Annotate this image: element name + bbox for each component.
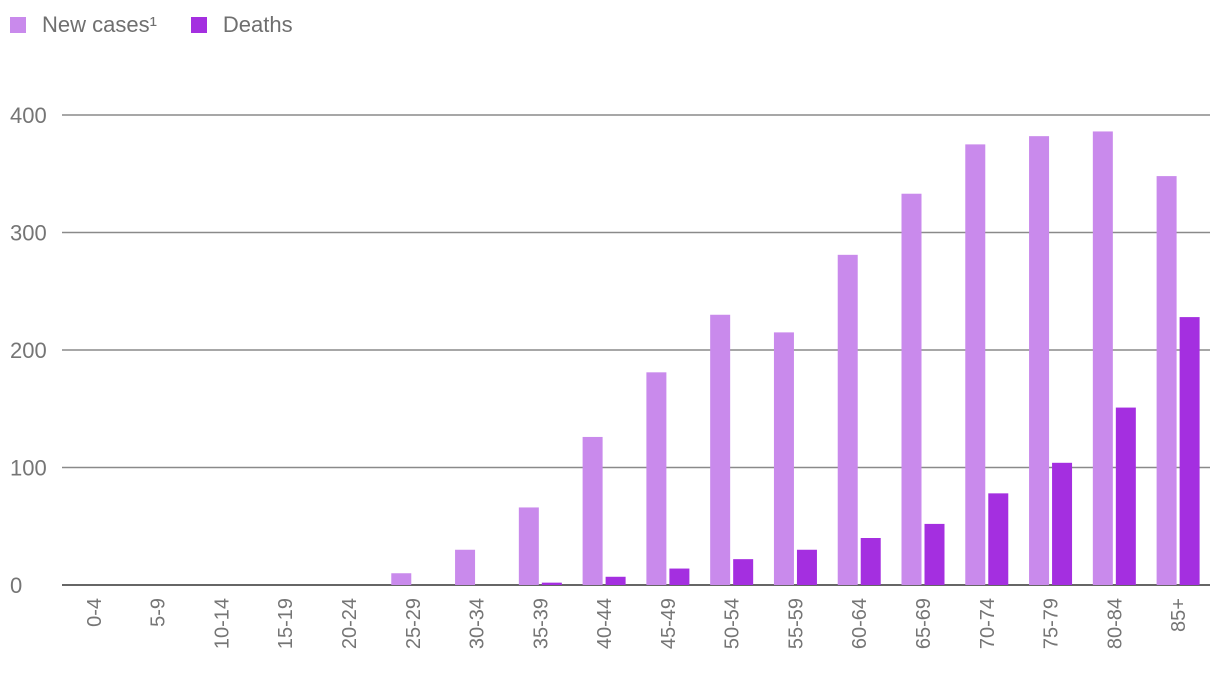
x-tick-label: 50-54	[722, 598, 744, 649]
y-tick-label: 200	[10, 338, 47, 363]
chart-legend: New cases¹ Deaths	[10, 12, 293, 38]
bar-new-cases-45-49	[646, 372, 667, 585]
bar-new-cases-35-39	[518, 507, 539, 585]
bar-new-cases-50-54	[710, 314, 731, 585]
bar-deaths-45-49	[669, 568, 690, 585]
legend-item-new-cases: New cases¹	[10, 12, 157, 38]
legend-item-deaths: Deaths	[190, 12, 293, 38]
legend-swatch-new-cases	[10, 17, 26, 33]
x-tick-label: 60-64	[849, 598, 871, 649]
x-tick-label: 65-69	[913, 598, 935, 649]
bar-new-cases-70-74	[965, 144, 986, 585]
x-tick-label: 15-19	[275, 598, 297, 649]
bar-new-cases-85+	[1156, 176, 1177, 585]
bar-new-cases-55-59	[773, 332, 794, 585]
bar-deaths-35-39	[541, 582, 562, 585]
x-tick-label: 80-84	[1104, 598, 1126, 649]
y-tick-label: 0	[10, 573, 22, 598]
bar-new-cases-30-34	[455, 549, 476, 585]
legend-label-new-cases: New cases¹	[42, 12, 157, 37]
legend-label-deaths: Deaths	[222, 12, 293, 37]
x-tick-label: 40-44	[594, 598, 616, 649]
bar-new-cases-75-79	[1029, 136, 1050, 585]
bar-deaths-40-44	[605, 576, 626, 585]
bar-deaths-80-84	[1115, 407, 1136, 585]
bar-deaths-55-59	[796, 549, 817, 585]
bar-new-cases-25-29	[391, 573, 412, 585]
bar-deaths-70-74	[988, 493, 1009, 585]
bar-new-cases-40-44	[582, 436, 603, 585]
x-tick-label: 70-74	[977, 598, 999, 649]
bar-new-cases-80-84	[1092, 131, 1113, 585]
x-tick-label: 30-34	[467, 598, 489, 649]
x-tick-label: 25-29	[403, 598, 425, 649]
bar-deaths-75-79	[1052, 462, 1073, 585]
x-tick-label: 5-9	[148, 598, 170, 627]
y-tick-label: 400	[10, 103, 47, 128]
x-tick-label: 75-79	[1041, 598, 1063, 649]
bar-deaths-85+	[1179, 317, 1200, 585]
x-tick-label: 45-49	[658, 598, 680, 649]
bar-deaths-65-69	[924, 523, 945, 585]
y-tick-label: 300	[10, 221, 47, 246]
y-tick-label: 100	[10, 456, 47, 481]
bar-deaths-60-64	[860, 538, 881, 585]
x-tick-label: 0-4	[84, 598, 106, 627]
x-tick-label: 35-39	[530, 598, 552, 649]
legend-swatch-deaths	[190, 17, 207, 33]
bar-new-cases-60-64	[837, 254, 858, 585]
x-tick-label: 20-24	[339, 598, 361, 649]
bar-deaths-50-54	[733, 559, 754, 585]
x-tick-label: 55-59	[785, 598, 807, 649]
x-tick-label: 10-14	[211, 598, 233, 649]
bar-new-cases-65-69	[901, 193, 922, 585]
x-tick-label: 85+	[1168, 598, 1190, 632]
